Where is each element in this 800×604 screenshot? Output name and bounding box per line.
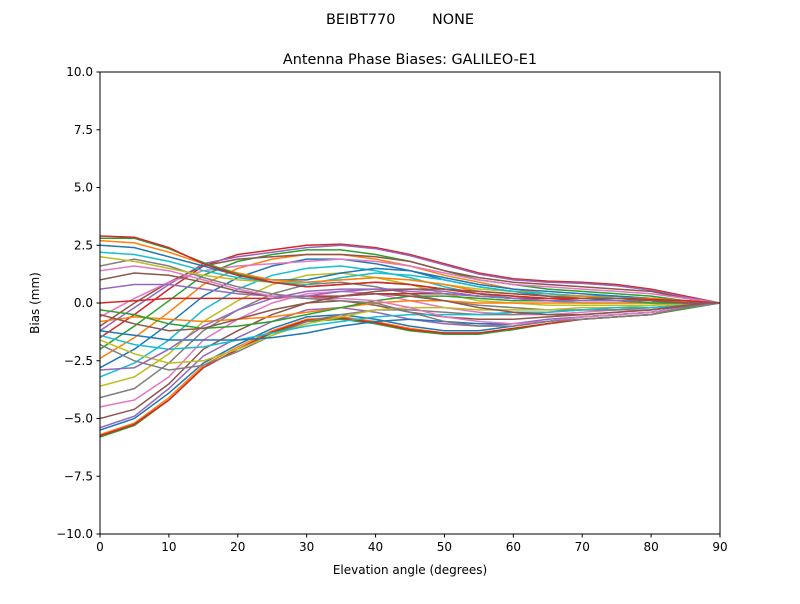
x-tick-label: 60 <box>506 540 521 554</box>
x-tick-label: 70 <box>575 540 590 554</box>
series-line-36 <box>100 288 720 332</box>
series-line-4 <box>100 302 720 437</box>
series-line-31 <box>100 244 720 304</box>
y-tick-label: 7.5 <box>74 123 93 137</box>
series-line-22 <box>100 299 720 323</box>
x-tick-label: 0 <box>96 540 104 554</box>
series-line-27 <box>100 265 720 325</box>
chart-suptitle: BEIBT770 NONE <box>326 12 474 28</box>
series-line-20 <box>100 302 720 350</box>
x-tick-label: 50 <box>437 540 452 554</box>
chart-title: Antenna Phase Biases: GALILEO-E1 <box>283 52 537 68</box>
y-axis-label: Bias (mm) <box>28 272 42 334</box>
series-line-28 <box>100 258 720 327</box>
series-lines <box>100 235 720 438</box>
x-tick-label: 40 <box>368 540 383 554</box>
x-tick-label: 30 <box>299 540 314 554</box>
series-line-2 <box>100 302 720 436</box>
y-tick-label: 2.5 <box>74 238 93 252</box>
series-line-5 <box>100 302 720 429</box>
y-tick-label: 5.0 <box>74 181 93 195</box>
y-tick-label: −5.0 <box>64 412 93 426</box>
x-tick-label: 10 <box>161 540 176 554</box>
series-line-3 <box>100 302 720 438</box>
y-tick-label: −10.0 <box>56 527 93 541</box>
y-ticks: −10.0 −7.5 −5.0 −2.5 0.0 2.5 5.0 7.5 10.0 <box>56 65 100 541</box>
y-tick-label: −2.5 <box>64 354 93 368</box>
x-axis-label: Elevation angle (degrees) <box>333 563 487 577</box>
y-tick-label: 0.0 <box>74 296 93 310</box>
x-ticks: 0 10 20 30 40 50 60 70 80 90 <box>96 534 728 554</box>
series-line-35 <box>100 288 720 371</box>
series-line-18 <box>100 302 720 371</box>
y-tick-label: −7.5 <box>64 469 93 483</box>
x-tick-label: 80 <box>643 540 658 554</box>
y-tick-label: 10.0 <box>66 65 93 79</box>
series-line-26 <box>100 272 720 316</box>
x-tick-label: 90 <box>712 540 727 554</box>
x-tick-label: 20 <box>230 540 245 554</box>
